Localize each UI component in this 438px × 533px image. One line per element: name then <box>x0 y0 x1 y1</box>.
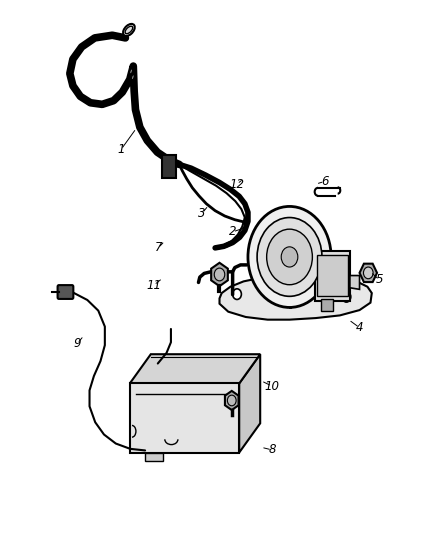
Text: 2: 2 <box>228 225 236 238</box>
Text: 7: 7 <box>154 241 162 254</box>
Circle shape <box>214 268 224 281</box>
Circle shape <box>247 206 330 308</box>
Polygon shape <box>349 276 359 289</box>
Circle shape <box>266 229 312 285</box>
Polygon shape <box>145 453 162 461</box>
Text: 4: 4 <box>355 321 363 334</box>
FancyBboxPatch shape <box>162 156 176 177</box>
Circle shape <box>281 247 297 267</box>
Ellipse shape <box>131 74 134 80</box>
FancyBboxPatch shape <box>57 285 73 299</box>
FancyBboxPatch shape <box>320 300 332 311</box>
Text: 10: 10 <box>264 379 279 393</box>
Text: 5: 5 <box>374 273 382 286</box>
Text: 6: 6 <box>320 175 328 188</box>
Circle shape <box>341 292 350 302</box>
Circle shape <box>227 395 236 406</box>
Circle shape <box>257 217 321 296</box>
Ellipse shape <box>129 68 132 75</box>
Circle shape <box>232 289 241 300</box>
FancyBboxPatch shape <box>316 255 347 296</box>
Polygon shape <box>219 277 371 320</box>
Text: 11: 11 <box>146 279 161 292</box>
Text: 12: 12 <box>229 177 244 191</box>
Polygon shape <box>239 354 260 453</box>
Text: 3: 3 <box>198 207 205 220</box>
Text: 8: 8 <box>268 443 275 456</box>
Text: 1: 1 <box>117 143 124 156</box>
Ellipse shape <box>123 24 134 36</box>
Polygon shape <box>130 383 239 453</box>
Ellipse shape <box>125 26 132 34</box>
Polygon shape <box>130 354 260 383</box>
Polygon shape <box>314 251 349 301</box>
Circle shape <box>363 267 372 279</box>
Text: 9: 9 <box>73 337 81 350</box>
